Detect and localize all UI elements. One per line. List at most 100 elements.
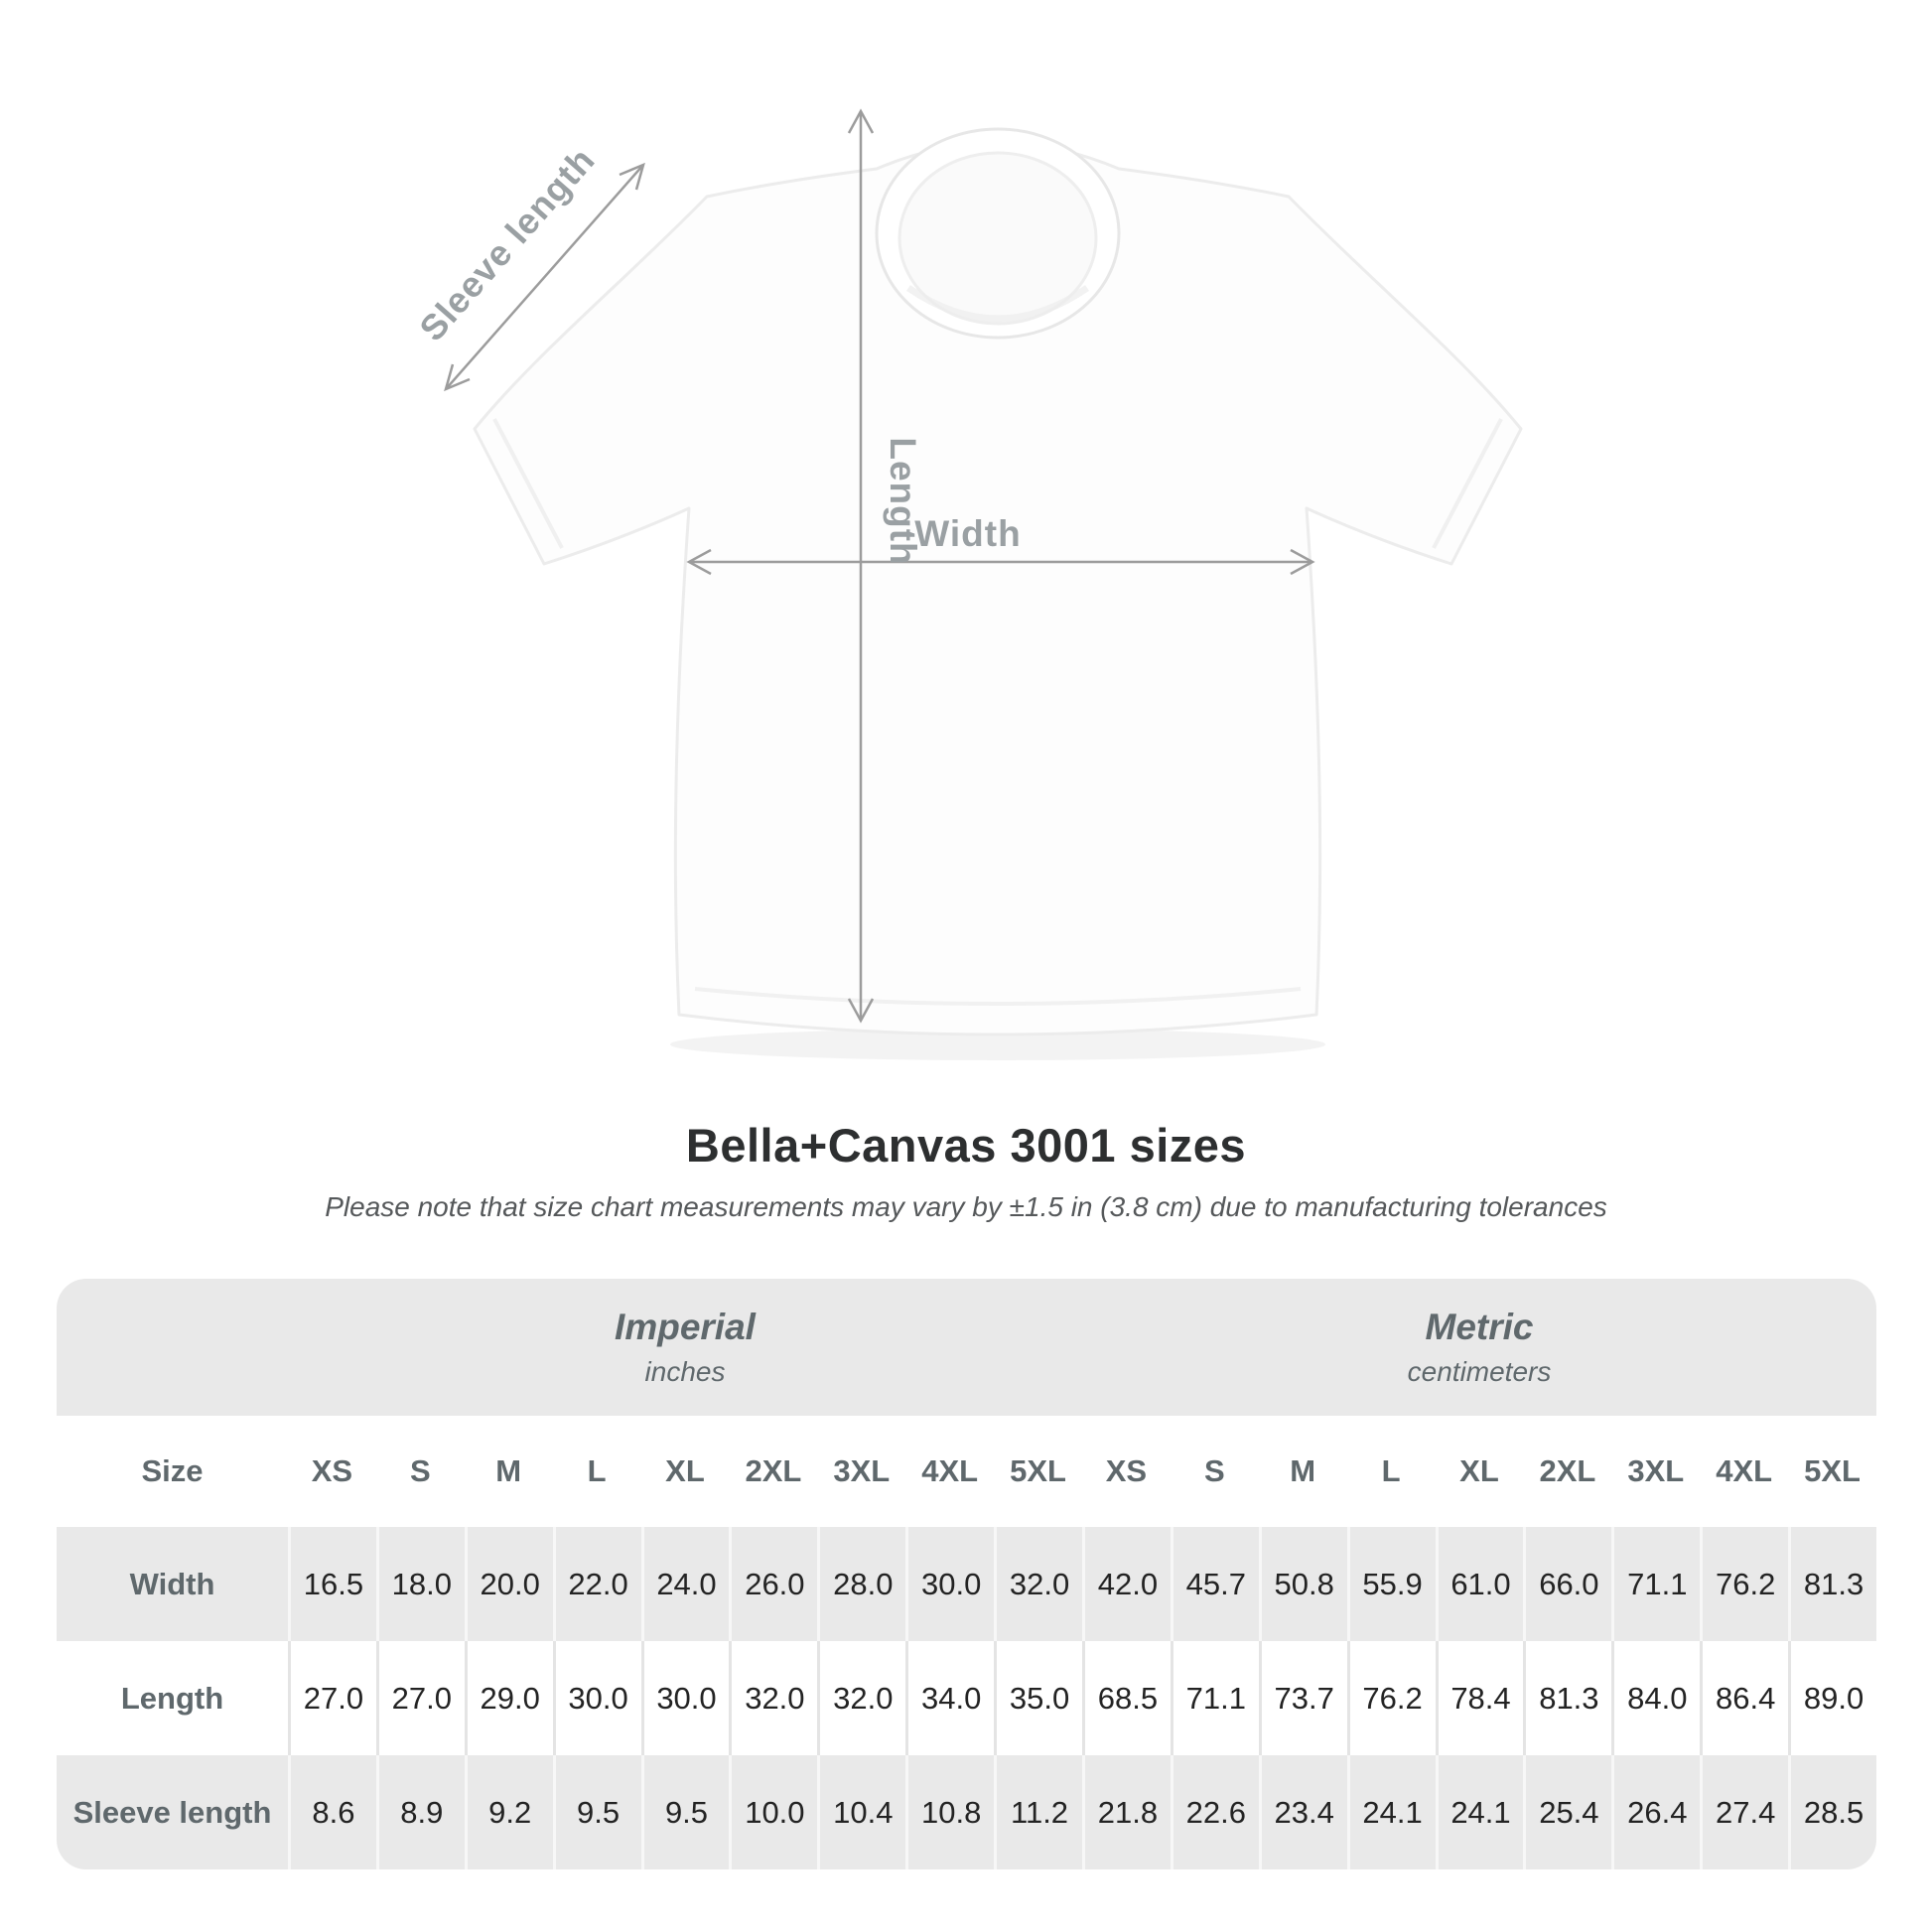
value-cell-imperial: 27.0: [288, 1641, 376, 1755]
size-table: Imperial inches Metric centimeters Size X…: [57, 1279, 1876, 1869]
value-cell-metric: 23.4: [1258, 1755, 1347, 1869]
value-cell-imperial: 9.2: [464, 1755, 553, 1869]
size-column-header-metric-2xl: 2XL: [1539, 1453, 1596, 1488]
size-column-header-imperial-5xl: 5XL: [1010, 1453, 1066, 1488]
right-cuff-seam: [1432, 418, 1503, 549]
value-cell-metric: 81.3: [1788, 1527, 1876, 1641]
collar-inner: [897, 151, 1098, 326]
value-cell-metric: 42.0: [1081, 1527, 1171, 1641]
imperial-label: Imperial: [615, 1307, 756, 1347]
imperial-group-header: Imperial inches: [288, 1307, 1082, 1388]
sleeve-length-arrow: [444, 162, 645, 392]
row-label: Width: [129, 1566, 215, 1601]
value-cell-imperial: 10.4: [817, 1755, 905, 1869]
row-label: Length: [120, 1680, 224, 1716]
value-cell-metric: 66.0: [1523, 1527, 1611, 1641]
value-cell-metric: 24.1: [1346, 1755, 1436, 1869]
value-cell-metric: 71.1: [1611, 1527, 1700, 1641]
width-label: Width: [914, 513, 1021, 554]
value-cell-metric: 61.0: [1435, 1527, 1524, 1641]
value-cell-metric: 76.2: [1700, 1527, 1788, 1641]
value-cell-imperial: 29.0: [464, 1641, 553, 1755]
value-cell-metric: 28.5: [1788, 1755, 1876, 1869]
table-row-width: Width 16.5 18.0 20.0 22.0 24.0 26.0 28.0 30.0 32.…: [57, 1527, 1876, 1641]
row-label: Sleeve length: [72, 1794, 272, 1830]
value-cell-imperial: 34.0: [905, 1641, 994, 1755]
value-cell-metric: 21.8: [1081, 1755, 1171, 1869]
size-column-header-metric-3xl: 3XL: [1627, 1453, 1685, 1488]
size-table-grid: Size XS S M L XL 2XL 3XL 4XL 5XL XS S M L XL 2XL 3XL 4XL 5…: [57, 1416, 1876, 1869]
value-cell-metric: 71.1: [1170, 1641, 1259, 1755]
size-column-header-metric-xl: XL: [1459, 1453, 1499, 1488]
value-cell-metric: 26.4: [1611, 1755, 1700, 1869]
value-cell-imperial: 30.0: [640, 1641, 730, 1755]
size-column-header-imperial-m: M: [495, 1453, 522, 1488]
value-cell-imperial: 11.2: [994, 1755, 1082, 1869]
value-cell-imperial: 8.9: [375, 1755, 465, 1869]
size-column-header-metric-l: L: [1381, 1453, 1401, 1488]
value-cell-metric: 68.5: [1081, 1641, 1171, 1755]
imperial-unit: inches: [644, 1356, 726, 1387]
value-cell-metric: 45.7: [1170, 1527, 1259, 1641]
value-cell-imperial: 20.0: [464, 1527, 553, 1641]
value-cell-metric: 73.7: [1258, 1641, 1347, 1755]
value-cell-imperial: 10.0: [729, 1755, 817, 1869]
value-cell-metric: 22.6: [1170, 1755, 1259, 1869]
size-column-header-imperial-2xl: 2XL: [745, 1453, 802, 1488]
value-cell-metric: 25.4: [1523, 1755, 1611, 1869]
table-row-length: Length 27.0 27.0 29.0 30.0 30.0 32.0 32.0 34.0 35…: [57, 1641, 1876, 1755]
value-cell-metric: 84.0: [1611, 1641, 1700, 1755]
value-cell-imperial: 9.5: [552, 1755, 641, 1869]
page-title: Bella+Canvas 3001 sizes: [685, 1119, 1247, 1172]
value-cell-imperial: 30.0: [552, 1641, 641, 1755]
size-column-header-imperial-s: S: [409, 1453, 431, 1488]
value-cell-imperial: 22.0: [552, 1527, 641, 1641]
left-cuff-seam: [492, 418, 564, 549]
value-cell-imperial: 9.5: [640, 1755, 730, 1869]
value-cell-imperial: 16.5: [288, 1527, 376, 1641]
value-cell-metric: 78.4: [1435, 1641, 1524, 1755]
value-cell-metric: 86.4: [1700, 1641, 1788, 1755]
size-column-header-metric-xs: XS: [1105, 1453, 1148, 1488]
size-column-header-imperial-3xl: 3XL: [833, 1453, 891, 1488]
size-column-header-metric-5xl: 5XL: [1804, 1453, 1861, 1488]
value-cell-imperial: 32.0: [817, 1641, 905, 1755]
tshirt-measurement-diagram: Sleeve length Length Width: [411, 108, 1523, 1060]
value-cell-imperial: 28.0: [817, 1527, 905, 1641]
length-label: Length: [883, 437, 923, 565]
value-cell-metric: 50.8: [1258, 1527, 1347, 1641]
value-cell-imperial: 26.0: [729, 1527, 817, 1641]
value-cell-metric: 24.1: [1435, 1755, 1524, 1869]
metric-unit: centimeters: [1407, 1356, 1552, 1387]
value-cell-imperial: 18.0: [375, 1527, 465, 1641]
metric-group-header: Metric centimeters: [1082, 1307, 1876, 1388]
unit-header-band: Imperial inches Metric centimeters: [57, 1279, 1876, 1416]
value-cell-imperial: 24.0: [640, 1527, 730, 1641]
size-header-row: Size XS S M L XL 2XL 3XL 4XL 5XL XS S M L XL 2XL 3XL 4XL 5…: [57, 1416, 1876, 1527]
value-cell-imperial: 8.6: [288, 1755, 376, 1869]
value-cell-metric: 76.2: [1346, 1641, 1436, 1755]
value-cell-imperial: 32.0: [729, 1641, 817, 1755]
size-column-header-imperial-l: L: [587, 1453, 607, 1488]
value-cell-imperial: 35.0: [994, 1641, 1082, 1755]
metric-label: Metric: [1425, 1307, 1534, 1347]
size-column-header-metric-s: S: [1203, 1453, 1225, 1488]
value-cell-imperial: 10.8: [905, 1755, 994, 1869]
value-cell-metric: 89.0: [1788, 1641, 1876, 1755]
tshirt-illustration: [473, 141, 1523, 1036]
table-row-sleeve-length: Sleeve length 8.6 8.9 9.2 9.5 9.5 10.0 10.4 10.8…: [57, 1755, 1876, 1869]
size-column-header-imperial-xl: XL: [665, 1453, 705, 1488]
hem-stitch: [694, 987, 1302, 1006]
size-column-header-imperial-xs: XS: [311, 1453, 353, 1488]
shirt-shadow: [670, 1029, 1325, 1060]
length-arrow: [847, 108, 875, 1024]
width-arrow: [686, 548, 1315, 576]
value-cell-metric: 55.9: [1346, 1527, 1436, 1641]
collar-shadow: [906, 285, 1089, 323]
value-cell-imperial: 27.0: [375, 1641, 465, 1755]
page-subtitle: Please note that size chart measurements…: [325, 1191, 1607, 1222]
size-column-header-metric-4xl: 4XL: [1716, 1453, 1773, 1488]
value-cell-metric: 81.3: [1523, 1641, 1611, 1755]
size-column-header-metric-m: M: [1290, 1453, 1316, 1488]
